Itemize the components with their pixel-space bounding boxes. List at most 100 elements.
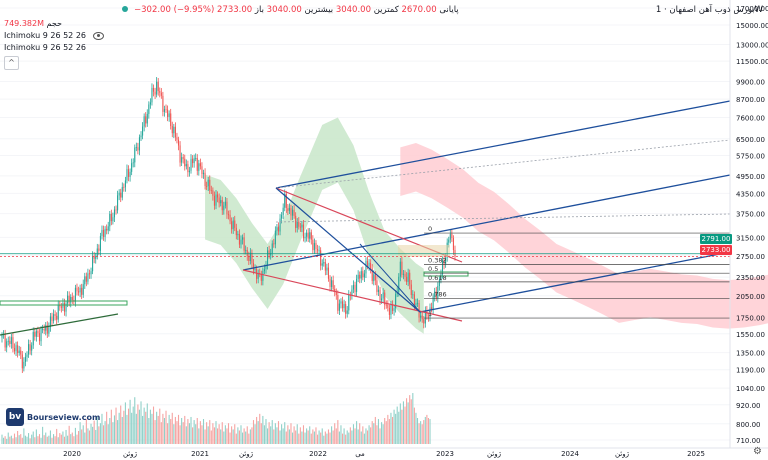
volume-bar [260,423,262,444]
volume-bar [70,434,72,444]
candle-body [215,194,217,206]
eye-icon[interactable] [92,31,104,40]
candle-body [365,260,367,274]
volume-bar [387,414,389,444]
volume-bar [229,432,231,444]
volume-bar [243,428,245,444]
volume-bar [273,429,275,444]
volume-bar [404,406,406,444]
volume-bar [415,412,417,444]
volume-bar [426,414,428,444]
candle-body [370,262,372,269]
ichimoku-legend-1[interactable]: Ichimoku 9 26 52 26 [4,31,104,40]
volume-bar [238,430,240,444]
y-tick-label: 9900.00 [736,79,765,87]
volume-bar [382,424,384,444]
chevron-up-icon[interactable]: ^ [4,56,19,70]
candle-body [301,224,303,228]
volume-bar [53,434,55,444]
candle-body [224,201,226,206]
candle-body [143,116,145,127]
volume-bar [338,431,340,444]
candle-body [276,226,278,231]
candle-body [326,267,328,271]
volume-bar [3,437,5,444]
x-tick-label: ژوئن [615,450,630,458]
volume-bar [246,426,248,444]
candle-body [163,109,166,112]
resistance-zone [398,245,450,257]
candle-body [63,302,66,312]
candle-body [291,209,294,216]
candle-body [260,274,262,281]
volume-bar [262,415,264,444]
candle-body [53,314,55,321]
x-tick-label: ژوئن [123,450,138,458]
candle-body [310,232,312,240]
volume-bar [137,404,139,444]
volume-bar [218,424,220,444]
y-tick-label: 3750.00 [736,211,765,219]
candle-body [256,268,258,279]
candle-body [452,238,454,250]
y-tick-label: 2750.00 [736,253,765,261]
volume-legend[interactable]: 749.382M حجم [4,19,62,28]
candle-body [232,220,234,230]
volume-bar [268,422,270,444]
low-value: 2670.00 [401,5,437,15]
volume-bar [410,399,412,444]
support-trendline [0,313,119,336]
volume-bar [154,420,156,444]
volume-bar [37,436,39,444]
ichimoku-cloud [205,117,768,334]
candle-body [296,221,298,228]
candle-body [218,197,220,204]
volume-bar [20,434,22,444]
volume-bar [12,438,14,444]
volume-bar [196,418,198,444]
candle-body [174,126,176,138]
candle-body [152,87,155,92]
volume-bar [29,438,31,444]
volume-bar [201,425,203,444]
volume-bar [284,422,286,444]
volume-bar [326,433,328,444]
candle-body [188,170,190,173]
candle-body [262,271,264,281]
volume-bar [363,433,365,444]
candle-body [238,233,240,245]
candle-body [151,87,153,103]
volume-bar [310,433,312,444]
volume-bar [321,428,323,444]
gear-icon[interactable]: ⚙ [753,446,762,457]
ichimoku-legend-2[interactable]: Ichimoku 9 26 52 26 [4,43,86,52]
volume-bar [60,434,62,444]
candle-body [391,304,394,311]
candle-body [287,208,289,211]
candle-body [71,296,73,301]
fib-level-label: 0.618 [428,274,447,282]
volume-bar [329,432,331,444]
volume-bar [21,437,23,444]
volume-bar [409,395,411,444]
candle-body [443,259,445,265]
candle-body [309,232,311,239]
volume-bar [140,401,142,444]
candle-body [445,257,447,265]
volume-bar [312,429,314,444]
demand-zone [423,271,469,277]
candle-body [20,350,22,355]
volume-bar [193,420,195,444]
volume-bar [395,413,397,444]
bourseview-logo: bv [6,408,24,426]
candle-body [140,135,142,138]
candle-body [352,284,355,290]
ichimoku-label-1: Ichimoku 9 26 52 26 [4,31,86,40]
y-tick-label: 7600.00 [736,115,765,123]
candle-body [248,255,250,262]
candle-body [123,187,125,188]
candle-body [285,193,287,209]
volume-bar [282,428,284,444]
volume-bar [56,428,58,444]
